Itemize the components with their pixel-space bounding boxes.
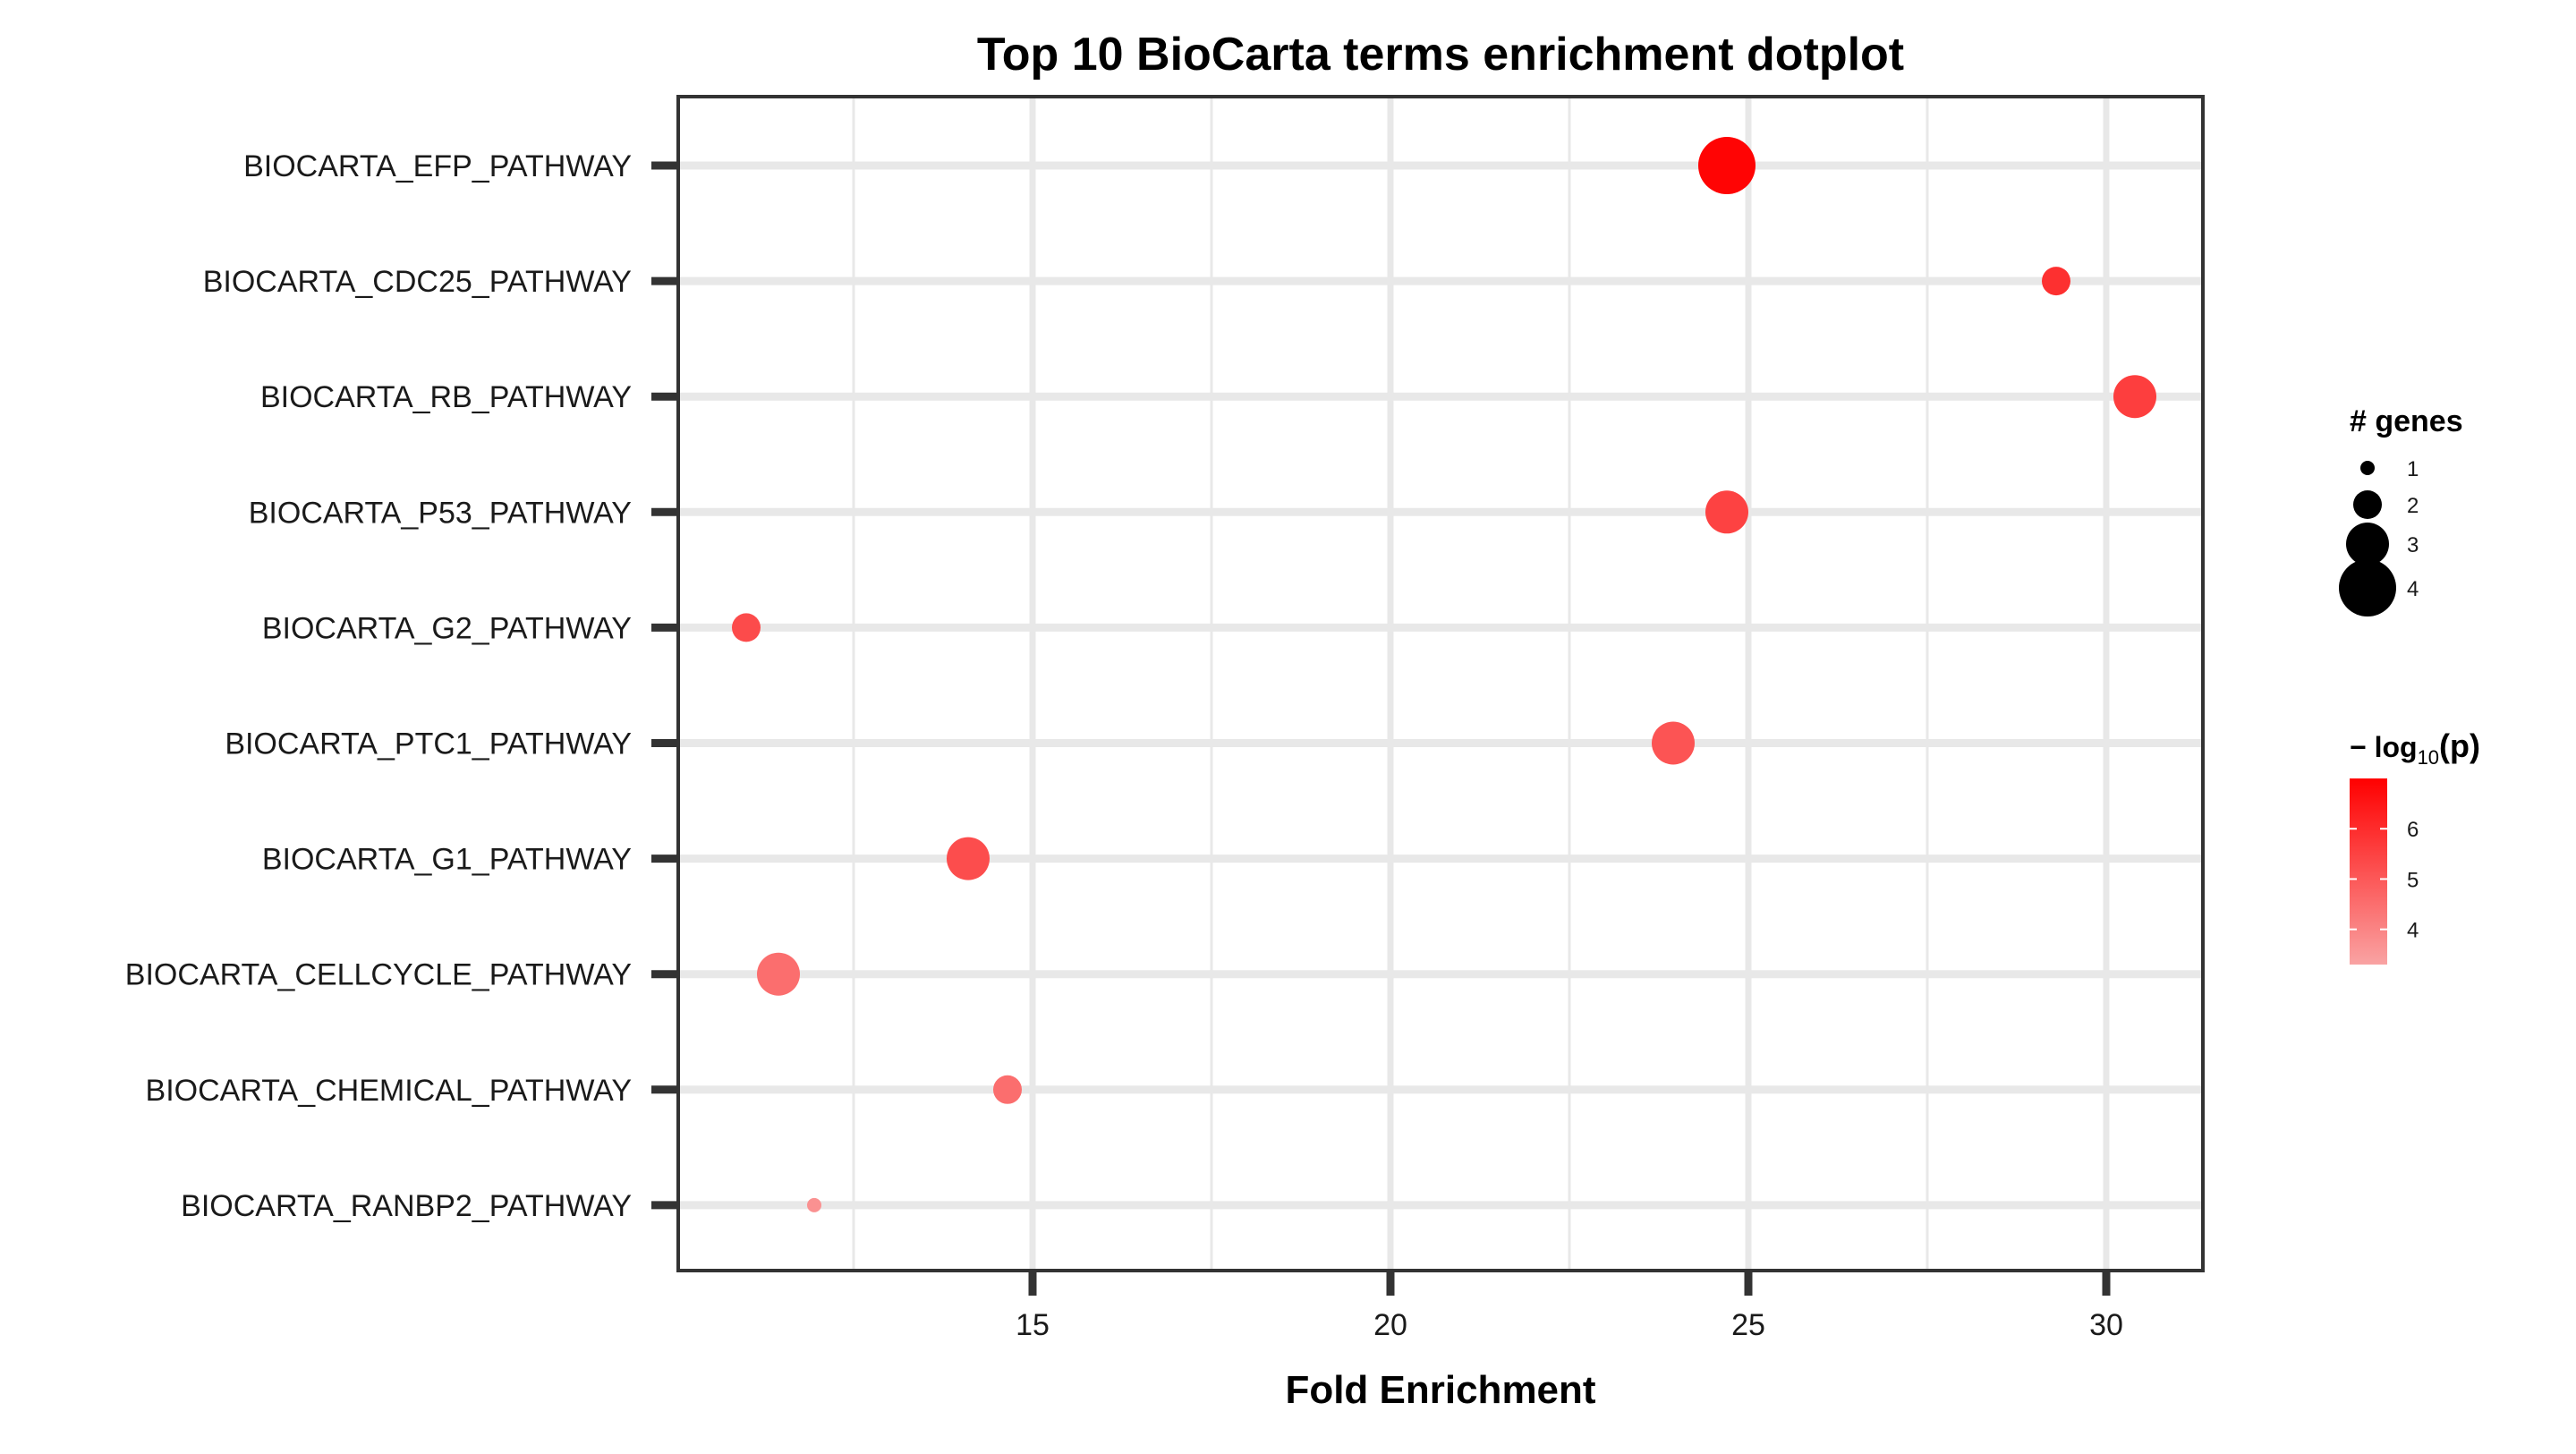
data-point: [1652, 721, 1695, 765]
size-legend-label: 1: [2407, 457, 2419, 481]
colorbar-tick-label: 6: [2407, 818, 2419, 842]
y-axis: BIOCARTA_EFP_PATHWAY BIOCARTA_CDC25_PATHW…: [125, 149, 678, 1223]
x-tick-label: 30: [2089, 1308, 2123, 1342]
y-tick-label: BIOCARTA_P53_PATHWAY: [249, 496, 632, 530]
x-axis: 15 20 25 30: [1016, 1271, 2123, 1342]
size-legend-key: [2346, 523, 2389, 565]
x-tick-label: 20: [1373, 1308, 1407, 1342]
data-point: [1705, 490, 1748, 534]
y-tick-label: BIOCARTA_PTC1_PATHWAY: [225, 727, 632, 761]
grid-layer: [678, 97, 2203, 1271]
colorbar-tick-label: 5: [2407, 868, 2419, 892]
points-layer: [732, 137, 2156, 1212]
data-point: [2113, 375, 2156, 419]
data-point: [1698, 137, 1756, 194]
size-legend-label: 4: [2407, 577, 2419, 601]
y-tick-label: BIOCARTA_EFP_PATHWAY: [243, 149, 632, 183]
x-axis-title: Fold Enrichment: [1285, 1368, 1595, 1412]
data-point: [807, 1197, 821, 1212]
size-legend: # genes 1 2 3 4: [2339, 404, 2463, 616]
panel-border: [676, 95, 2205, 1272]
colorbar-tick-label: 4: [2407, 919, 2419, 943]
y-tick-label: BIOCARTA_G1_PATHWAY: [262, 843, 632, 877]
size-legend-label: 2: [2407, 494, 2419, 518]
size-legend-label: 3: [2407, 533, 2419, 557]
data-point: [732, 613, 761, 642]
size-legend-title: # genes: [2350, 404, 2463, 438]
y-tick-label: BIOCARTA_CDC25_PATHWAY: [203, 265, 632, 299]
size-legend-key: [2339, 559, 2396, 616]
colorbar: [2350, 778, 2387, 965]
size-legend-key: [2353, 490, 2382, 519]
x-tick-label: 25: [1731, 1308, 1765, 1342]
y-tick-label: BIOCARTA_G2_PATHWAY: [262, 611, 632, 645]
x-tick-label: 15: [1016, 1308, 1050, 1342]
chart-title: Top 10 BioCarta terms enrichment dotplot: [977, 29, 1904, 81]
y-tick-label: BIOCARTA_RB_PATHWAY: [260, 380, 632, 414]
y-tick-label: BIOCARTA_CHEMICAL_PATHWAY: [146, 1074, 632, 1108]
data-point: [2042, 267, 2070, 296]
data-point: [993, 1075, 1022, 1104]
y-tick-label: BIOCARTA_RANBP2_PATHWAY: [181, 1189, 632, 1223]
size-legend-key: [2360, 461, 2375, 475]
color-legend: − log10(p) 4 5 6: [2350, 727, 2480, 965]
y-tick-label: BIOCARTA_CELLCYCLE_PATHWAY: [125, 958, 632, 992]
data-point: [947, 837, 990, 880]
data-point: [757, 952, 800, 996]
color-legend-title: − log10(p): [2350, 727, 2480, 769]
